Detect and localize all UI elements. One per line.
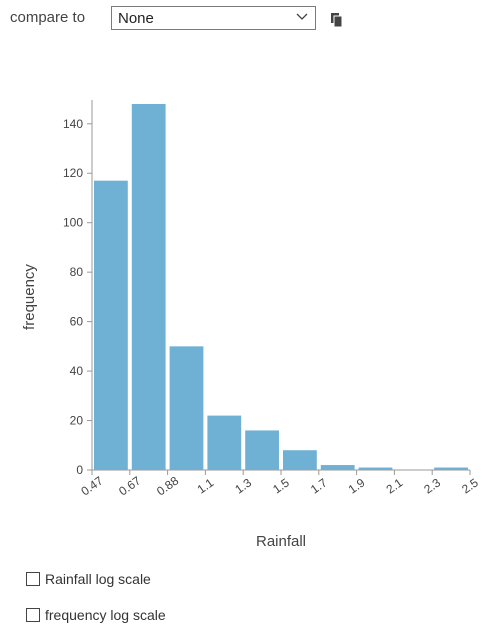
x-tick-label: 0.88 [154,473,181,498]
x-tick-label: 1.3 [232,475,254,496]
x-tick-label: 1.5 [270,475,292,496]
histogram-bar[interactable] [245,430,279,470]
compare-select[interactable]: None [111,6,316,30]
bars [94,104,468,470]
toolbar: compare to None [8,4,468,32]
x-tick-label: 0.67 [116,473,143,498]
histogram-chart: 0 20 40 60 80 100 120 140 0.47 0.67 0.88 1.1 1.3 1.5… [0,80,483,560]
histogram-bar[interactable] [132,104,166,470]
y-tick-label: 140 [63,117,83,131]
y-log-scale-label: frequency log scale [45,607,166,623]
x-tick-label: 2.1 [384,475,406,496]
y-tick-label: 60 [70,315,84,329]
x-axis-label: Rainfall [256,533,306,550]
histogram-bar[interactable] [170,346,204,470]
x-axis: 0.47 0.67 0.88 1.1 1.3 1.5 1.7 1.9 2.1 2.3 2.5 [78,470,481,498]
y-tick-label: 20 [70,414,84,428]
compare-label: compare to [10,9,85,26]
y-tick-label: 0 [76,463,83,477]
x-tick-label: 1.9 [346,475,368,496]
x-log-scale-option[interactable]: Rainfall log scale [26,570,151,590]
chevron-down-icon [295,10,309,29]
y-tick-label: 80 [70,265,84,279]
x-tick-label: 1.7 [308,475,330,496]
x-tick-label: 0.47 [78,473,105,498]
y-tick-label: 100 [63,216,83,230]
y-tick-label: 40 [70,364,84,378]
y-log-scale-checkbox[interactable] [26,608,40,622]
x-tick-label: 1.1 [195,475,217,496]
x-log-scale-label: Rainfall log scale [45,571,151,587]
compare-select-value: None [118,10,154,27]
y-axis-label: frequency [21,264,38,330]
histogram-bar[interactable] [359,468,393,470]
histogram-bar[interactable] [207,416,241,470]
histogram-bar[interactable] [434,468,468,470]
y-tick-label: 120 [63,166,83,180]
copy-icon[interactable] [330,12,344,33]
histogram-bar[interactable] [321,465,355,470]
x-tick-label: 2.5 [459,475,481,496]
x-log-scale-checkbox[interactable] [26,572,40,586]
histogram-bar[interactable] [283,450,317,470]
y-log-scale-option[interactable]: frequency log scale [26,606,166,626]
y-axis: 0 20 40 60 80 100 120 140 [63,100,92,477]
histogram-bar[interactable] [94,181,128,470]
x-tick-label: 2.3 [421,475,443,496]
